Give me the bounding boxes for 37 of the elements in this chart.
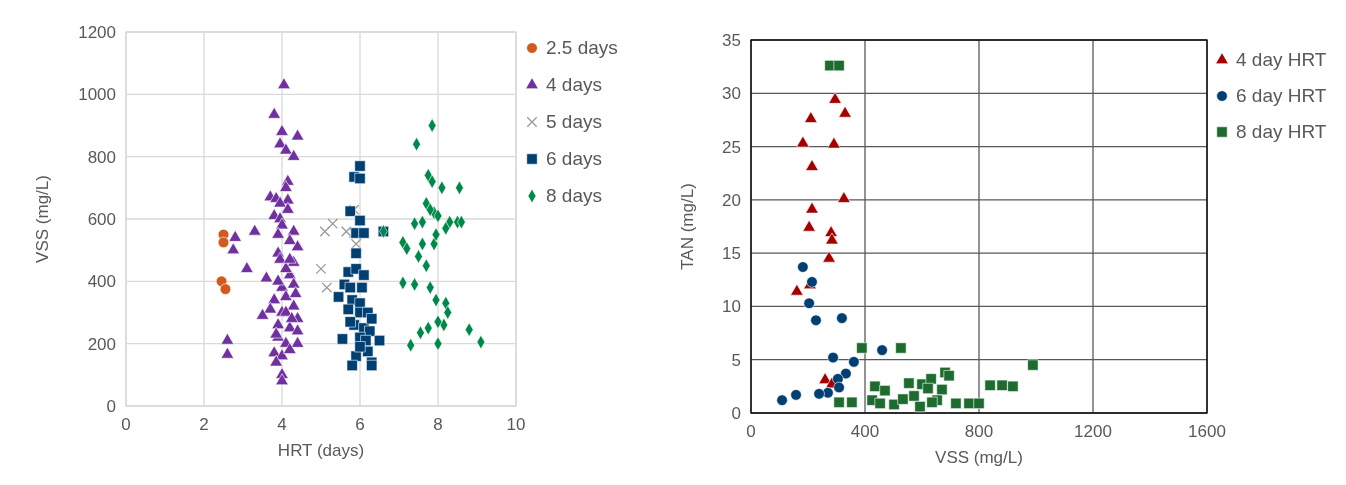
x-tick-label: 8 <box>433 415 443 434</box>
x-tick-label: 1600 <box>1188 422 1226 441</box>
y-tick-label: 25 <box>722 137 741 157</box>
x-tick-label: 0 <box>121 415 131 434</box>
y-axis-title: TAN (mg/L) <box>678 183 697 270</box>
legend-label: 8 day HRT <box>1236 121 1327 142</box>
x-tick-label: 400 <box>850 422 880 441</box>
y-axis-title: VSS (mg/L) <box>33 175 52 263</box>
x-tick-label: 6 <box>355 415 365 434</box>
y-tick-label: 0 <box>106 397 116 416</box>
x-axis-title: VSS (mg/L) <box>935 448 1023 467</box>
x-tick-label: 10 <box>506 415 526 434</box>
legend-label: 8 days <box>546 185 602 206</box>
x-axis-title: HRT (days) <box>277 441 365 460</box>
legend-label: 6 day HRT <box>1236 85 1327 106</box>
y-tick-label: 5 <box>731 350 741 370</box>
y-tick-label: 30 <box>722 84 741 104</box>
legend-label: 2.5 days <box>546 37 618 58</box>
legend-label: 5 days <box>546 111 602 132</box>
y-tick-label: 800 <box>87 147 116 167</box>
y-tick-label: 10 <box>722 297 741 317</box>
x-tick-label: 2 <box>199 415 209 434</box>
legend-label: 4 day HRT <box>1236 49 1327 70</box>
legend-label: 6 days <box>546 148 602 169</box>
x-tick-label: 1200 <box>1074 422 1112 441</box>
x-tick-label: 0 <box>746 422 756 441</box>
y-tick-label: 200 <box>87 334 116 354</box>
x-tick-label: 800 <box>964 422 994 441</box>
legend-label: 4 days <box>546 74 602 95</box>
y-tick-label: 1000 <box>78 85 116 105</box>
y-tick-label: 400 <box>87 272 116 292</box>
y-tick-label: 15 <box>722 244 741 264</box>
x-tick-label: 4 <box>277 415 287 434</box>
y-tick-label: 35 <box>722 31 741 50</box>
y-tick-label: 20 <box>722 190 741 210</box>
y-tick-label: 1200 <box>78 23 116 42</box>
y-tick-label: 600 <box>87 210 116 229</box>
